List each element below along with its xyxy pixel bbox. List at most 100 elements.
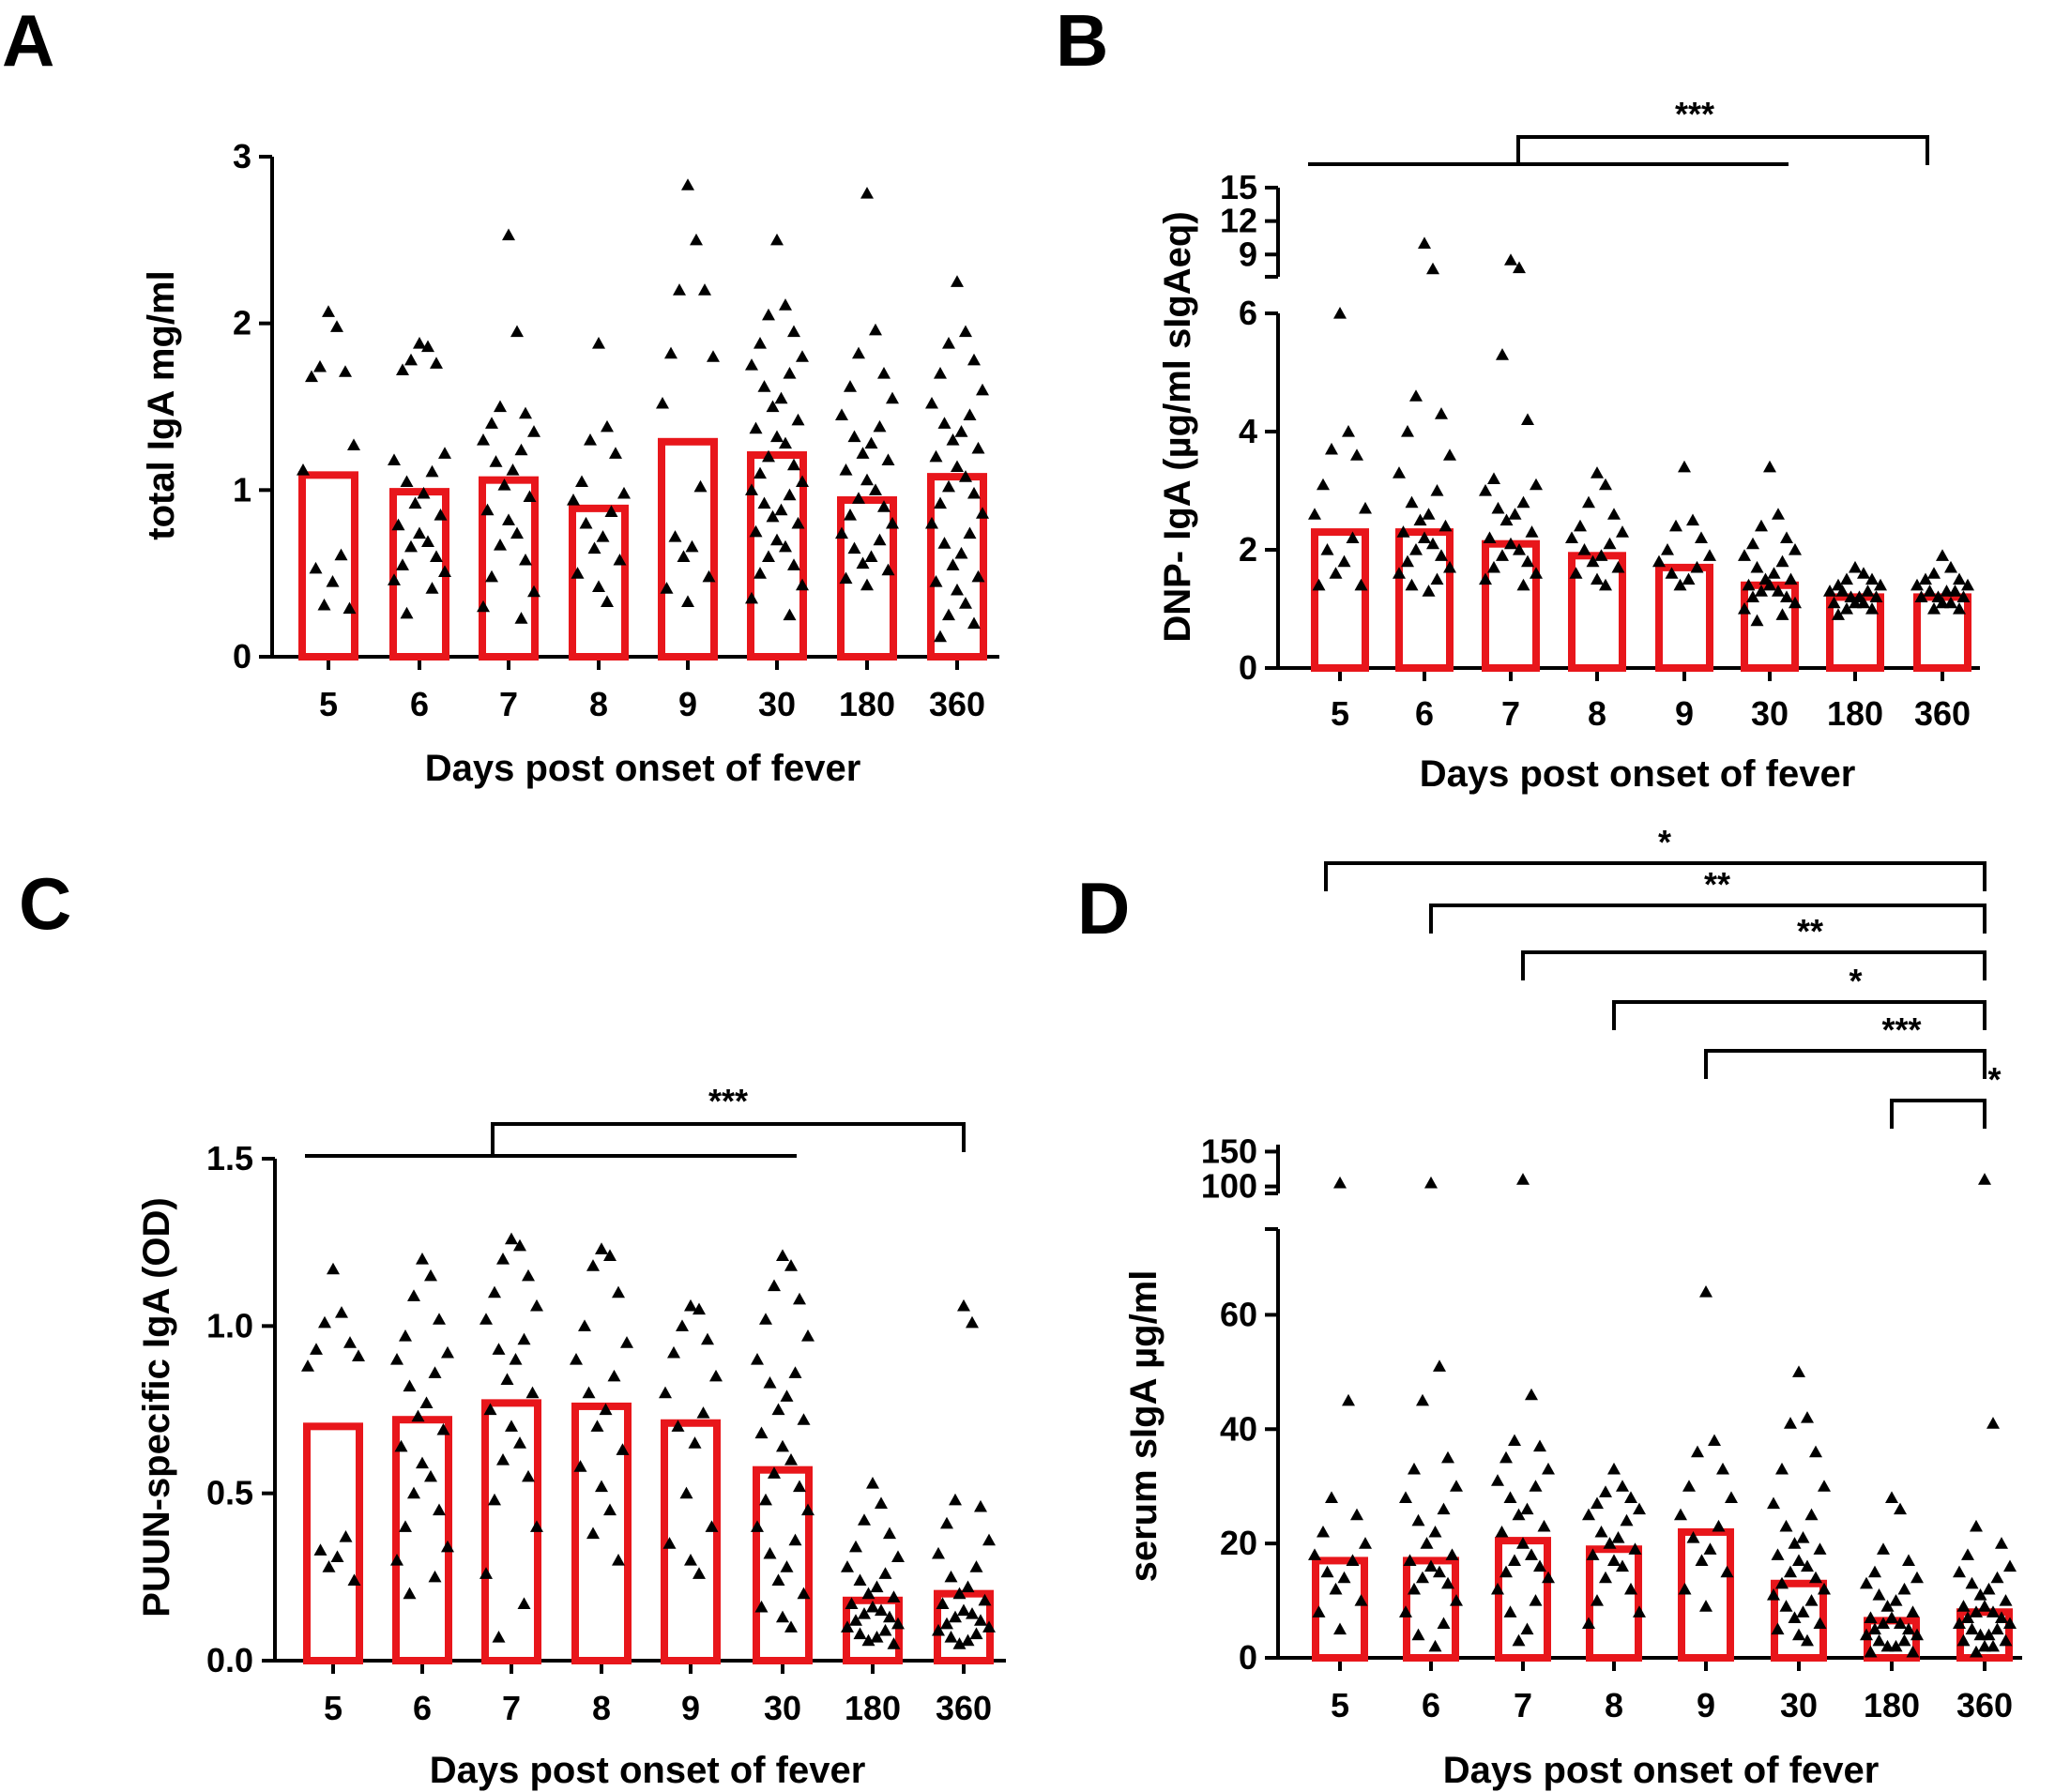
panel-c-data-point: [878, 1623, 892, 1636]
panel-d-data-point: [1813, 1617, 1827, 1630]
panel-c-data-point: [659, 1386, 672, 1399]
panel-a-data-point: [400, 606, 414, 619]
panel-b-data-point: [1565, 531, 1578, 543]
panel-c-data-point: [866, 1600, 879, 1613]
panel-a-data-point: [592, 336, 605, 349]
panel-d-data-point: [1445, 1548, 1459, 1560]
panel-c-data-point: [957, 1298, 970, 1312]
panel-d-data-point: [1533, 1559, 1546, 1572]
panel-b-x-tick-label: 8: [1588, 694, 1606, 733]
panel-d-data-point: [1525, 1548, 1538, 1560]
panel-c-data-point: [797, 1413, 811, 1425]
panel-a-data-point: [339, 365, 352, 377]
panel-c-data-point: [780, 1390, 794, 1402]
panel-b-data-point: [1508, 508, 1522, 520]
panel-d-data-point: [1956, 1633, 1971, 1647]
panel-b-sig-bracket: [1516, 135, 1929, 165]
panel-c-data-point: [969, 1560, 983, 1572]
panel-a-data-point: [869, 483, 882, 495]
panel-d-data-point: [1616, 1480, 1629, 1492]
panel-b-data-point: [1961, 578, 1974, 591]
panel-a-data-point: [757, 380, 771, 392]
panel-a-data-point: [967, 486, 981, 499]
panel-d-sig-bracket: [1612, 1000, 1986, 1030]
panel-d-y-tick-label: 40: [1220, 1409, 1257, 1448]
panel-d-data-point: [1620, 1513, 1634, 1526]
panel-b-data-point: [1755, 585, 1768, 597]
panel-c-data-point: [966, 1607, 979, 1619]
panel-b-data-point: [1750, 614, 1764, 627]
panel-a-data-point: [835, 408, 848, 420]
panel-d-data-point: [1607, 1554, 1621, 1567]
panel-d-sig-bracket: [1521, 950, 1986, 980]
panel-d-data-point: [1809, 1445, 1822, 1458]
panel-d-data-point: [1537, 1519, 1551, 1532]
panel-a-data-point: [693, 479, 708, 493]
panel-d-data-point: [1860, 1628, 1873, 1641]
panel-d-data-point: [1953, 1565, 1966, 1578]
panel-d-x-axis-title: Days post onset of fever: [1443, 1750, 1880, 1791]
panel-b-data-point: [1919, 572, 1932, 585]
panel-b-data-point: [1780, 531, 1793, 543]
panel-a-data-point: [523, 490, 537, 503]
panel-c-data-point: [433, 1503, 446, 1516]
panel-a-data-point: [770, 533, 784, 546]
panel-d-data-point: [1441, 1576, 1454, 1589]
panel-c-data-point: [759, 1493, 772, 1506]
panel-a-data-point: [347, 438, 360, 450]
panel-a-y-tick-label: 2: [233, 304, 251, 342]
panel-a-data-point: [787, 458, 800, 471]
panel-a-data-point: [856, 447, 870, 459]
panel-c-data-point: [428, 1570, 442, 1583]
panel-c-data-point: [407, 1289, 420, 1301]
panel-c-data-point: [978, 1593, 992, 1606]
panel-c-data-point: [693, 1302, 706, 1315]
panel-a-data-point: [388, 573, 401, 585]
panel-b-data-point: [1594, 549, 1608, 561]
panel-d-data-point: [1499, 1450, 1513, 1464]
panel-a-data-point: [664, 346, 677, 359]
panel-c-data-point: [932, 1623, 945, 1636]
panel-a-x-tick-label: 9: [678, 685, 697, 723]
panel-c-data-point: [966, 1315, 979, 1329]
panel-c-data-point: [940, 1516, 953, 1529]
panel-d-data-point: [1437, 1502, 1451, 1515]
panel-a-data-point: [502, 513, 515, 525]
panel-a-data-point: [959, 470, 972, 482]
panel-c-data-point: [347, 1573, 361, 1586]
panel-c-y-tick-label: 0.0: [206, 1641, 253, 1679]
panel-d-sig-bracket: [1324, 861, 1986, 891]
panel-d-data-point: [1450, 1480, 1463, 1492]
panel-a-data-point: [613, 553, 627, 566]
panel-a-data-point: [873, 419, 887, 433]
panel-a-data-point: [707, 350, 720, 362]
panel-c-data-point: [590, 1420, 604, 1432]
panel-d-data-point: [1818, 1582, 1831, 1595]
panel-b-x-tick-label: 5: [1331, 694, 1349, 733]
panel-c-data-point: [513, 1238, 526, 1252]
panel-d-x-tick-label: 9: [1697, 1686, 1715, 1724]
panel-d-data-point: [1433, 1359, 1446, 1372]
panel-b-data-point: [1823, 585, 1836, 597]
panel-d-data-point: [1986, 1639, 2000, 1652]
panel-a-data-point: [668, 530, 682, 542]
panel-a-data-point: [951, 583, 964, 596]
panel-c-data-point: [952, 1637, 967, 1649]
panel-a-x-tick-label: 360: [929, 685, 985, 723]
panel-c-data-point: [586, 1259, 600, 1271]
panel-c-x-tick-label: 7: [502, 1689, 521, 1727]
panel-a-data-point: [609, 447, 622, 459]
panel-c-data-point: [841, 1620, 854, 1633]
panel-d-data-point: [1308, 1548, 1321, 1560]
panel-c-data-point: [335, 1306, 348, 1318]
panel-c-data-point: [849, 1614, 862, 1626]
panel-c-data-point: [974, 1499, 987, 1512]
panel-letter-b: B: [1056, 0, 1108, 82]
panel-a-data-point: [391, 518, 405, 531]
panel-c-data-point: [754, 1426, 769, 1439]
panel-d-data-point: [1674, 1508, 1687, 1521]
panel-d-data-point: [1910, 1571, 1924, 1584]
panel-b-data-point: [1346, 531, 1360, 543]
panel-d-data-point: [1885, 1491, 1898, 1503]
panel-d-data-point: [1906, 1605, 1920, 1617]
